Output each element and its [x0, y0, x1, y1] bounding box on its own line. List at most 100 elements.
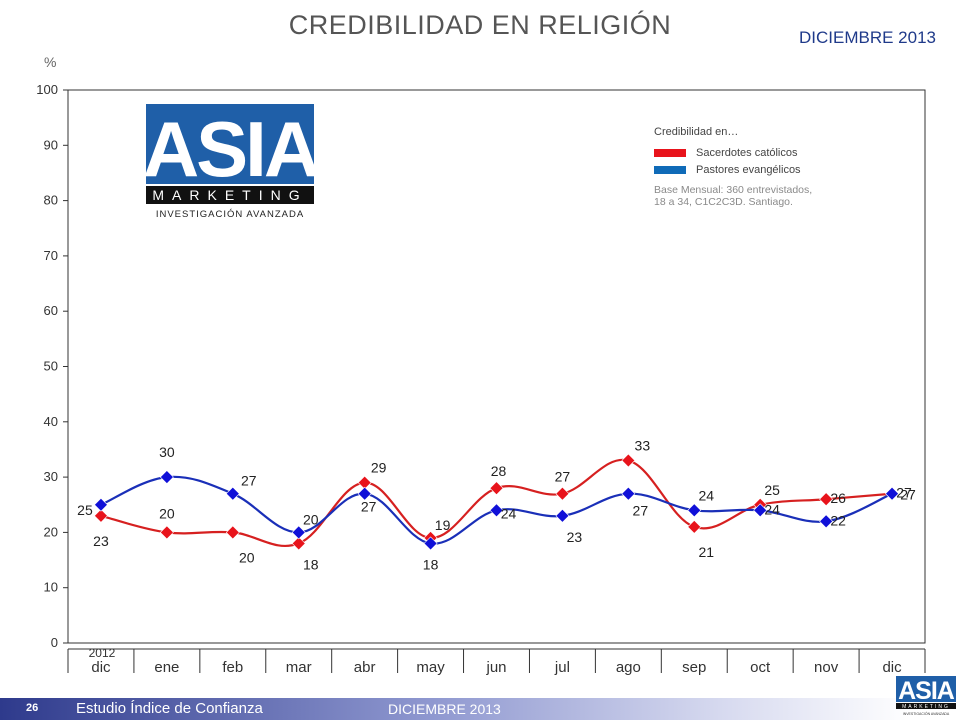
series-1-marker-6: [489, 503, 504, 518]
series-1-data-label-3: 20: [303, 511, 319, 527]
series-1-data-label-8: 27: [633, 503, 649, 519]
series-1-marker-1: [159, 470, 174, 485]
logo-main-text: ASIA: [146, 105, 314, 193]
series-0-data-label-12: 27: [896, 485, 912, 501]
series-1-data-label-5: 18: [423, 556, 439, 572]
series-1-data-label-2: 27: [241, 473, 257, 489]
series-1-data-label-1: 30: [159, 444, 175, 460]
series-1-data-label-6: 24: [501, 505, 517, 521]
x-tick-label-ago-8: ago: [616, 659, 641, 676]
y-tick-label-40: 40: [44, 414, 58, 429]
logo-tagline: INVESTIGACIÓN AVANZADA: [156, 209, 304, 220]
series-1-data-label-4: 27: [361, 499, 377, 515]
y-tick-label-50: 50: [44, 359, 58, 374]
legend-swatch-red: [654, 148, 686, 157]
series-0-marker-9: [687, 519, 702, 534]
series-0-marker-2: [225, 525, 240, 540]
x-tick-label-nov-11: nov: [814, 659, 839, 676]
series-1-marker-12: [885, 486, 899, 501]
series-0-data-label-5: 19: [435, 517, 451, 533]
y-tick-label-60: 60: [44, 303, 58, 318]
page-number: 26: [26, 702, 39, 714]
logo-sub-text: MARKETING: [152, 187, 307, 203]
x-tick-label-dic-0: dic: [91, 659, 111, 676]
legend: Credibilidad en… Sacerdotes católicos Pa…: [654, 126, 844, 208]
series-1-marker-8: [621, 486, 636, 501]
logo-small-sub: MARKETING: [902, 704, 950, 710]
legend-label-catolicos: Sacerdotes católicos: [696, 146, 798, 159]
x-tick-label-feb-2: feb: [222, 659, 243, 676]
y-tick-label-80: 80: [44, 193, 58, 208]
x-tick-label-jun-6: jun: [485, 659, 506, 676]
report-date: DICIEMBRE 2013: [799, 28, 936, 47]
y-tick-label-90: 90: [44, 137, 58, 152]
series-0-data-label-3: 18: [303, 556, 319, 572]
chart-title: CREDIBILIDAD EN RELIGIÓN: [288, 10, 672, 40]
series-0-marker-0: [94, 508, 108, 523]
logo-small-main: ASIA: [898, 677, 955, 705]
series-0-data-label-6: 28: [491, 463, 507, 479]
series-0-marker-6: [489, 481, 504, 496]
series-1-data-label-7: 23: [567, 529, 583, 545]
footer-date: DICIEMBRE 2013: [388, 701, 501, 717]
series-0-data-label-0: 23: [93, 533, 109, 549]
x-tick-label-jul-7: jul: [554, 659, 570, 676]
series-0-data-label-1: 20: [159, 505, 175, 521]
logo-small-tagline: INVESTIGACIÓN AVANZADA: [903, 711, 950, 716]
series-1-marker-5: [423, 536, 438, 551]
asia-marketing-logo: ASIA MARKETING INVESTIGACIÓN AVANZADA: [143, 104, 322, 222]
base-note-line1: Base Mensual: 360 entrevistados,: [654, 184, 813, 196]
series-1-marker-10: [753, 503, 768, 518]
x-tick-label-mar-3: mar: [286, 659, 312, 676]
legend-label-evangelicos: Pastores evangélicos: [696, 163, 801, 176]
series-1-marker-9: [687, 503, 702, 518]
x-tick-label-oct-10: oct: [750, 659, 771, 676]
series-0-data-label-11: 26: [830, 490, 846, 506]
x-tick-label-abr-4: abr: [354, 659, 376, 676]
series-1-marker-3: [291, 525, 306, 540]
study-name: Estudio Índice de Confianza: [76, 700, 263, 717]
series-1-data-label-9: 24: [698, 487, 714, 503]
legend-item-catolicos: Sacerdotes católicos: [654, 144, 844, 161]
series-0-marker-8: [621, 453, 636, 468]
series-1-marker-2: [225, 486, 240, 501]
base-note-line2: 18 a 34, C1C2C3D. Santiago.: [654, 196, 793, 208]
series-1-marker-11: [819, 514, 834, 529]
series-0-marker-11: [819, 492, 834, 507]
y-tick-label-70: 70: [44, 248, 58, 263]
series-0-marker-1: [159, 525, 174, 540]
asia-marketing-logo-small: ASIA MARKETING INVESTIGACIÓN AVANZADA: [896, 676, 956, 716]
series-0-marker-7: [555, 486, 570, 501]
y-tick-label-10: 10: [44, 580, 58, 595]
series-0-data-label-4: 29: [371, 460, 387, 476]
legend-item-evangelicos: Pastores evangélicos: [654, 161, 844, 178]
series-1-data-label-0: 25: [77, 502, 93, 518]
series-0-data-label-9: 21: [698, 544, 714, 560]
series-0-data-label-7: 27: [555, 469, 571, 485]
y-unit-label: %: [44, 54, 57, 70]
x-tick-label-ene-1: ene: [154, 659, 179, 676]
y-tick-label-0: 0: [51, 635, 58, 650]
x-tick-label-sep-9: sep: [682, 659, 706, 676]
footer-bar: 26 Estudio Índice de Confianza DICIEMBRE…: [0, 698, 960, 720]
y-tick-label-100: 100: [36, 82, 58, 97]
series-0-marker-3: [291, 536, 306, 551]
series-1-marker-0: [94, 497, 108, 512]
legend-title: Credibilidad en…: [654, 126, 739, 138]
series-0-data-label-2: 20: [239, 549, 255, 565]
y-tick-label-30: 30: [44, 469, 58, 484]
series-0-data-label-8: 33: [635, 438, 651, 454]
series-1-data-label-10: 24: [764, 501, 780, 517]
series-1-marker-4: [357, 486, 372, 501]
x-tick-label-dic-12: dic: [882, 659, 902, 676]
x-year-label: 2012: [89, 646, 116, 660]
series-1-data-label-12: 27: [900, 487, 916, 503]
series-1-data-label-11: 22: [830, 512, 846, 528]
series-1-marker-7: [555, 508, 570, 523]
base-note: Base Mensual: 360 entrevistados, 18 a 34…: [654, 184, 844, 208]
x-tick-label-may-5: may: [416, 659, 445, 676]
legend-swatch-blue: [654, 165, 686, 174]
y-tick-label-20: 20: [44, 524, 58, 539]
series-0-data-label-10: 25: [764, 482, 780, 498]
